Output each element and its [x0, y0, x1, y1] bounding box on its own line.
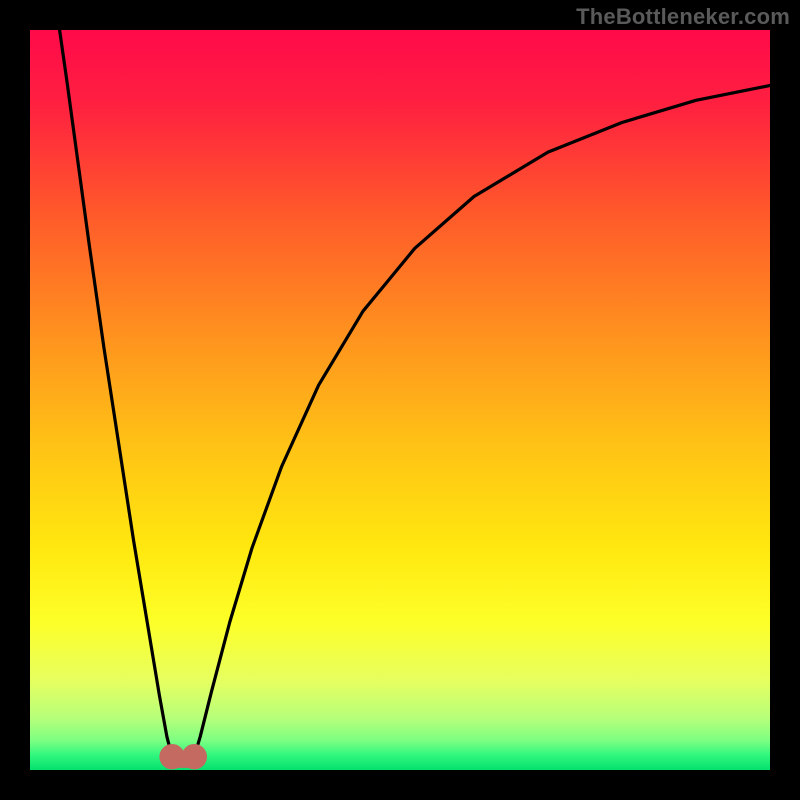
curve-right-branch — [194, 86, 770, 757]
curve-left-branch — [60, 30, 172, 757]
bottleneck-curve-layer — [30, 30, 770, 770]
watermark-text: TheBottleneker.com — [576, 4, 790, 30]
minimum-marker — [163, 748, 181, 766]
plot-area — [30, 30, 770, 770]
minimum-marker — [185, 748, 203, 766]
